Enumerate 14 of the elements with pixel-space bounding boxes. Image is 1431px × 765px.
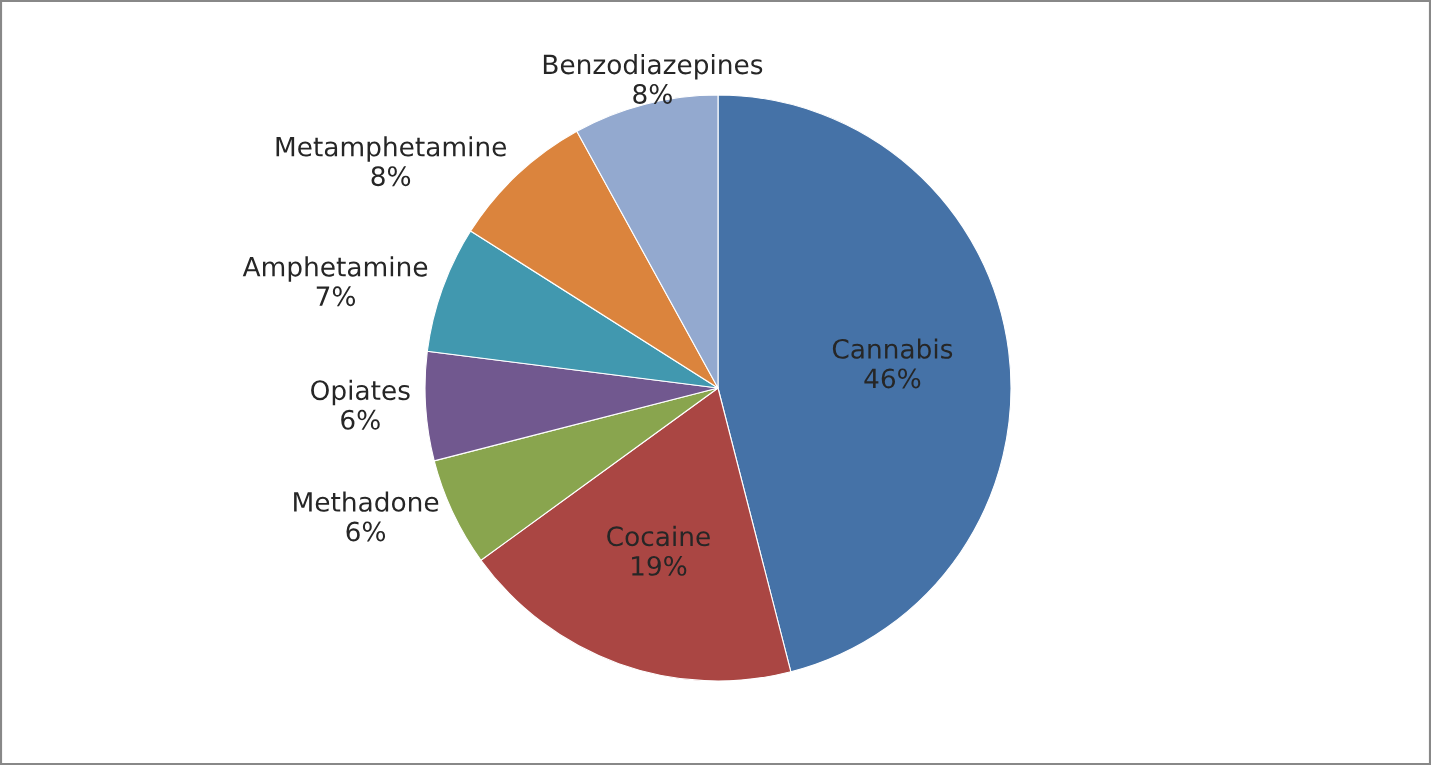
data-label: 46%: [864, 368, 921, 389]
data-label: 8%: [371, 166, 411, 187]
slice-label: Amphetamine: [242, 256, 428, 282]
slice-label: Methadone: [294, 491, 439, 512]
data-label: 7%: [316, 286, 356, 307]
slice-label: Opiates: [311, 379, 410, 406]
data-label: 8%: [633, 83, 672, 104]
slice-label: Cannabis: [832, 338, 953, 359]
data-label: 6%: [341, 409, 380, 430]
data-label: 19%: [632, 555, 687, 576]
data-label: 6%: [346, 521, 386, 542]
slice-label: Cocaine: [607, 525, 710, 547]
slice-label: Metamphetamine: [276, 136, 506, 162]
slice-label: Benzodiazepines: [543, 53, 763, 80]
